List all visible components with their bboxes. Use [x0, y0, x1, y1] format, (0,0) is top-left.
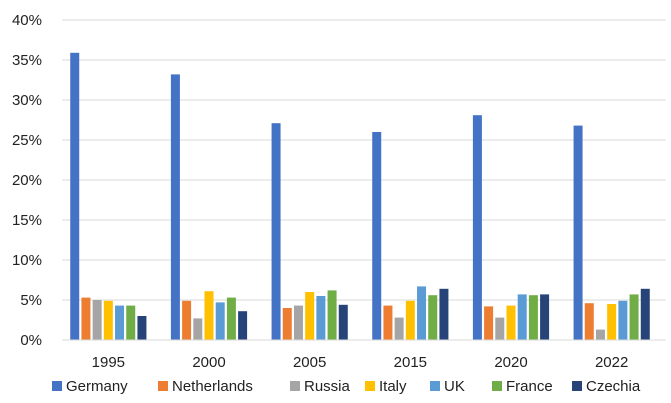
bar-italy-2000	[204, 291, 214, 340]
bar-uk-2000	[215, 302, 225, 340]
bar-netherlands-2005	[282, 308, 292, 340]
bar-russia-2022	[595, 329, 605, 340]
x-tick-label: 2015	[394, 354, 427, 371]
x-tick-label: 2005	[293, 354, 326, 371]
x-tick-label: 2000	[192, 354, 225, 371]
bar-italy-2005	[305, 292, 315, 340]
legend-label-czechia: Czechia	[586, 378, 641, 395]
bar-uk-2022	[618, 300, 628, 340]
bar-czechia-2015	[439, 288, 449, 340]
bar-france-2000	[226, 297, 236, 340]
bar-germany-2022	[573, 125, 583, 340]
bar-russia-1995	[92, 300, 102, 340]
y-tick-label: 5%	[20, 292, 42, 309]
bar-russia-2020	[495, 317, 505, 340]
x-axis-ticks: 1995 2000 2005 2015 2020 2022	[92, 354, 629, 371]
bar-netherlands-2015	[383, 305, 393, 340]
x-tick-label: 1995	[92, 354, 125, 371]
bar-uk-1995	[115, 305, 125, 340]
legend-swatch-netherlands	[158, 381, 168, 391]
legend-label-uk: UK	[444, 378, 465, 395]
bar-russia-2015	[394, 317, 404, 340]
bar-russia-2005	[293, 305, 303, 340]
legend: Germany Netherlands Russia Italy UK France Cze…	[52, 378, 641, 395]
legend-label-italy: Italy	[379, 378, 407, 395]
legend-swatch-italy	[365, 381, 375, 391]
legend-swatch-czechia	[572, 381, 582, 391]
bar-czechia-2022	[640, 288, 650, 340]
bars	[70, 52, 650, 341]
legend-label-russia: Russia	[304, 378, 351, 395]
y-tick-label: 25%	[12, 132, 42, 149]
bar-uk-2015	[417, 286, 427, 340]
y-tick-label: 35%	[12, 52, 42, 69]
bar-netherlands-2022	[584, 303, 594, 340]
legend-label-germany: Germany	[66, 378, 128, 395]
bar-netherlands-1995	[81, 297, 91, 340]
bar-czechia-2005	[338, 304, 348, 340]
bar-italy-1995	[103, 300, 113, 340]
bar-germany-1995	[70, 52, 80, 341]
bar-france-1995	[126, 305, 136, 340]
y-tick-label: 0%	[20, 332, 42, 349]
bar-netherlands-2000	[182, 300, 192, 340]
bar-france-2020	[528, 295, 538, 340]
bar-germany-2000	[170, 74, 180, 341]
legend-label-france: France	[506, 378, 553, 395]
bar-germany-2015	[372, 132, 382, 340]
gridlines	[62, 19, 666, 301]
y-tick-label: 15%	[12, 212, 42, 229]
bar-france-2005	[327, 290, 337, 340]
legend-swatch-russia	[290, 381, 300, 391]
bar-czechia-2020	[540, 294, 550, 340]
x-tick-label: 2022	[595, 354, 628, 371]
y-axis-ticks: 0% 5% 10% 15% 20% 25% 30% 35% 40%	[12, 12, 42, 349]
legend-swatch-germany	[52, 381, 62, 391]
y-tick-label: 30%	[12, 92, 42, 109]
y-tick-label: 20%	[12, 172, 42, 189]
y-tick-label: 10%	[12, 252, 42, 269]
bar-italy-2020	[506, 305, 516, 340]
bar-italy-2015	[405, 300, 415, 340]
bar-czechia-2000	[238, 311, 248, 340]
bar-czechia-1995	[137, 316, 147, 340]
bar-germany-2020	[472, 115, 482, 340]
bar-france-2015	[428, 295, 438, 340]
x-tick-label: 2020	[494, 354, 527, 371]
legend-swatch-uk	[430, 381, 440, 391]
bar-russia-2000	[193, 318, 203, 340]
bar-germany-2005	[271, 123, 281, 340]
legend-swatch-france	[492, 381, 502, 391]
y-tick-label: 40%	[12, 12, 42, 29]
bar-uk-2005	[316, 296, 326, 340]
legend-label-netherlands: Netherlands	[172, 378, 253, 395]
bar-netherlands-2020	[484, 306, 494, 340]
bar-uk-2020	[517, 294, 527, 340]
bar-france-2022	[629, 294, 639, 340]
bar-italy-2022	[607, 304, 617, 340]
